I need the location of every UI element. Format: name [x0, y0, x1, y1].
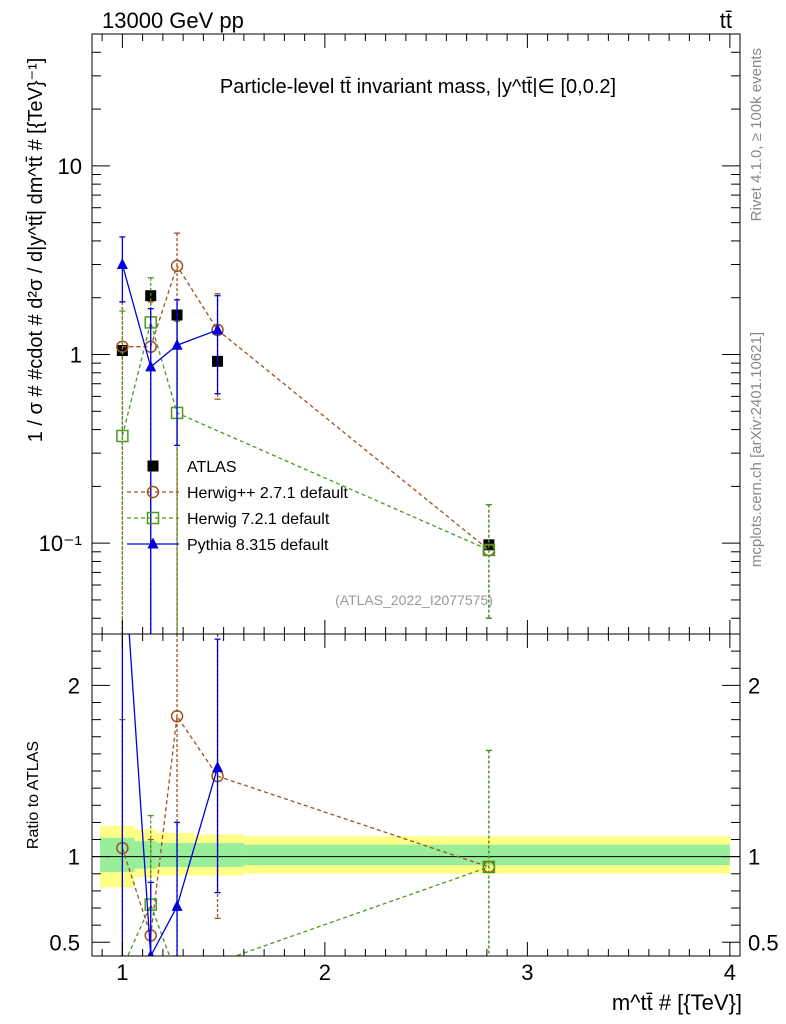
- legend-marker: [146, 511, 160, 525]
- x-tick-label: 4: [724, 960, 736, 985]
- data-point: [212, 761, 224, 773]
- y-tick-label: 10: [58, 154, 82, 179]
- watermark: (ATLAS_2022_I2077575): [335, 592, 493, 608]
- header-right: tt̄: [720, 8, 732, 33]
- data-point: [147, 949, 154, 956]
- series-pythia-8-315-default: [121, 634, 224, 956]
- y-tick-label-right: 0.5: [748, 930, 779, 955]
- legend-marker: [147, 537, 159, 549]
- y-tick-label: 1: [68, 845, 80, 870]
- main-ylabel: 1 / σ # #cdot # d²σ / d|y^tt̄| dm^tt̄ # …: [25, 58, 47, 443]
- data-point: [116, 429, 129, 443]
- y-tick-label-right: 1: [748, 845, 760, 870]
- band-inner-2: [156, 842, 194, 867]
- data-point: [482, 860, 496, 874]
- rivet-label: Rivet 4.1.0, ≥ 100k events: [748, 48, 765, 221]
- series-line: [127, 866, 490, 956]
- data-point: [145, 360, 157, 372]
- y-tick-label-right: 2: [748, 673, 760, 698]
- y-tick-label: 0.5: [49, 930, 80, 955]
- data-point: [170, 259, 184, 273]
- ratio-series-layer: [116, 634, 496, 956]
- x-tick-label: 3: [521, 960, 533, 985]
- data-point: [171, 899, 183, 911]
- legend-label: Pythia 8.315 default: [187, 537, 329, 554]
- series-line: [121, 319, 490, 551]
- data-point: [116, 345, 128, 357]
- band-inner-3: [193, 842, 244, 867]
- data-point: [482, 543, 496, 557]
- mcplots-label: mcplots.cern.ch [arXiv:2401.10621]: [748, 332, 765, 567]
- data-point: [212, 323, 224, 335]
- data-point: [171, 338, 183, 350]
- legend-label: Herwig 7.2.1 default: [187, 511, 330, 528]
- main-panel: 10 1 10⁻¹ Particle-level tt̄ invariant mas…: [25, 33, 741, 635]
- main-title: Particle-level tt̄ invariant mass, |y^tt…: [220, 76, 616, 98]
- band-inner-4: [243, 844, 730, 866]
- series-pythia-8-315-default: [116, 236, 224, 634]
- data-point: [170, 709, 184, 723]
- ratio-ylabel: Ratio to ATLAS: [25, 741, 42, 849]
- series-herwig-7-2-1-default: [116, 277, 496, 634]
- ratio-panel: 1 2 3 4 0.5 0.5 1 1 2 2 Ratio to ATLAS m^tt̄ # [{…: [25, 633, 779, 1015]
- legend-marker: [146, 485, 160, 499]
- legend: ATLAS Herwig++ 2.7.1 default Herwig 7.2.1 …: [127, 459, 349, 554]
- main-series-layer: [116, 232, 496, 634]
- y-tick-label: 2: [68, 673, 80, 698]
- ratio-ticks: 1 2 3 4 0.5 0.5 1 1 2 2: [49, 634, 779, 985]
- series-line: [122, 264, 490, 551]
- legend-label: Herwig++ 2.7.1 default: [187, 485, 349, 502]
- y-tick-label: 10⁻¹: [39, 531, 82, 556]
- series-herwig-2-7-1-default: [116, 232, 496, 634]
- band-inner-0: [100, 837, 135, 873]
- main-ticks: 10 1 10⁻¹: [39, 33, 740, 634]
- ratio-bands: [92, 825, 740, 888]
- series-line: [121, 264, 218, 369]
- x-tick-label: 2: [319, 960, 331, 985]
- data-point: [116, 258, 128, 270]
- x-tick-label: 1: [116, 960, 128, 985]
- ratio-frame: [91, 633, 741, 957]
- y-tick-label: 1: [70, 343, 82, 368]
- series-line: [128, 634, 219, 956]
- legend-label: ATLAS: [187, 459, 237, 476]
- x-axis-label: m^tt̄ # [{TeV}]: [612, 990, 742, 1015]
- header-left: 13000 GeV pp: [102, 8, 244, 33]
- band-inner-1: [134, 841, 157, 869]
- legend-marker: [147, 460, 159, 472]
